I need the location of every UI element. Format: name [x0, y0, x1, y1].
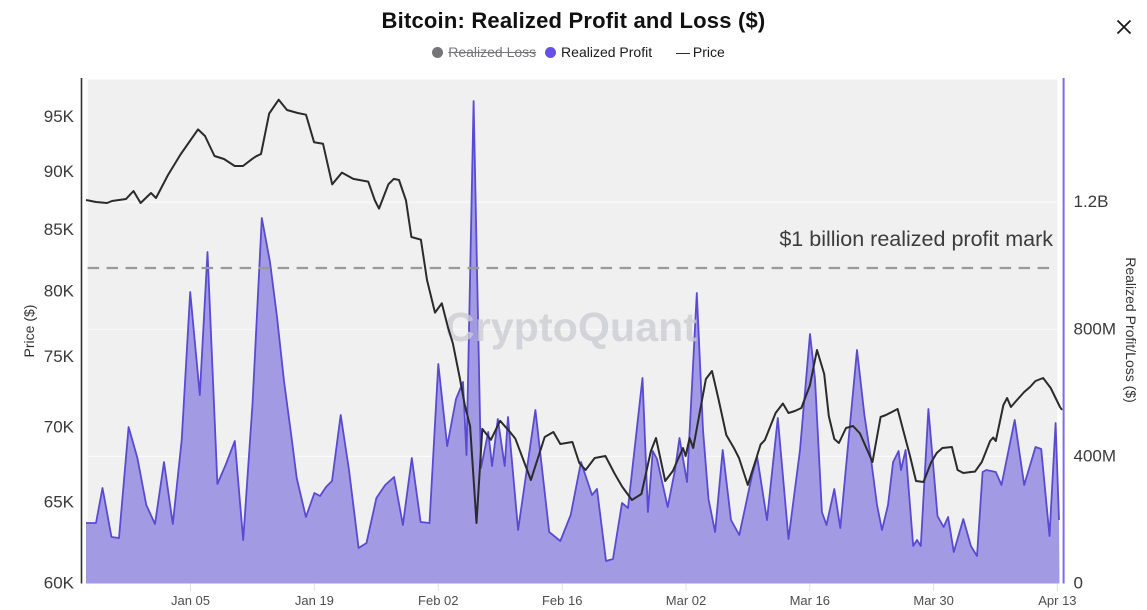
svg-text:85K: 85K — [44, 220, 75, 239]
svg-text:Mar 16: Mar 16 — [790, 593, 830, 608]
svg-text:$1 billion realized profit mar: $1 billion realized profit mark — [779, 227, 1053, 251]
svg-text:90K: 90K — [44, 162, 75, 181]
svg-text:Mar 02: Mar 02 — [666, 593, 706, 608]
svg-text:Feb 16: Feb 16 — [542, 593, 582, 608]
svg-text:Feb 02: Feb 02 — [418, 593, 458, 608]
svg-text:Apr 13: Apr 13 — [1038, 593, 1076, 608]
svg-text:400M: 400M — [1074, 446, 1117, 465]
svg-text:65K: 65K — [44, 493, 75, 512]
svg-text:Realized Profit/Loss ($): Realized Profit/Loss ($) — [1123, 257, 1139, 403]
svg-text:1.2B: 1.2B — [1074, 192, 1109, 211]
svg-text:0: 0 — [1074, 574, 1083, 593]
svg-text:Jan 19: Jan 19 — [295, 593, 334, 608]
svg-text:60K: 60K — [44, 574, 75, 593]
svg-text:800M: 800M — [1074, 319, 1117, 338]
svg-text:75K: 75K — [44, 347, 75, 366]
svg-text:80K: 80K — [44, 282, 75, 301]
svg-text:Mar 30: Mar 30 — [913, 593, 953, 608]
svg-text:Price ($): Price ($) — [21, 305, 37, 358]
svg-text:Jan 05: Jan 05 — [171, 593, 210, 608]
svg-text:70K: 70K — [44, 417, 75, 436]
svg-text:CryptoQuant: CryptoQuant — [445, 304, 697, 350]
svg-text:95K: 95K — [44, 107, 75, 126]
